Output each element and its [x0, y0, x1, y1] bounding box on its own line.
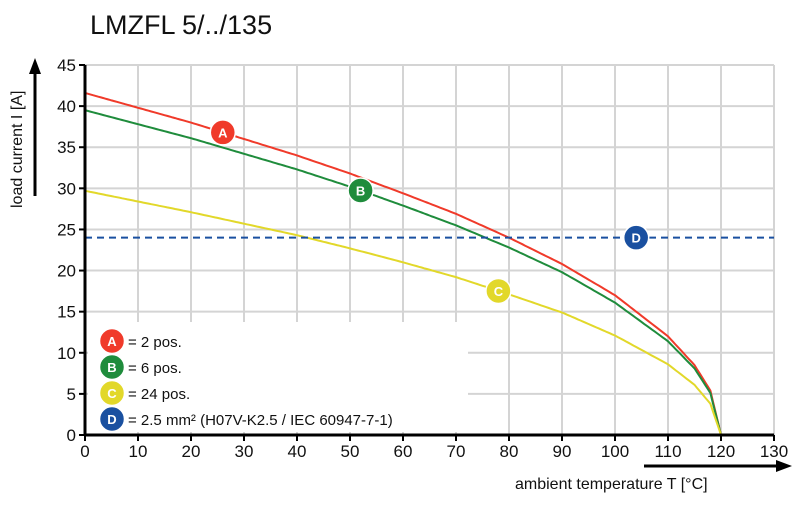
- x-tick-label: 70: [447, 442, 466, 461]
- series-marker-B-letter: B: [356, 183, 365, 198]
- legend-marker-A: [98, 327, 126, 355]
- y-tick-label: 5: [67, 385, 76, 404]
- x-axis-label-group: ambient temperature T [°C]: [515, 460, 792, 493]
- x-tick-label: 10: [129, 442, 148, 461]
- series-marker-D-letter: D: [632, 231, 641, 246]
- x-tick-label: 110: [654, 442, 681, 461]
- x-tick-label: 20: [182, 442, 201, 461]
- legend-label-B: = 6 pos.: [128, 360, 182, 377]
- legend-label-C: = 24 pos.: [128, 386, 190, 403]
- chart-title: LMZFL 5/../135: [90, 10, 272, 40]
- x-tick-label: 30: [235, 442, 254, 461]
- legend-marker-C-letter: C: [107, 386, 117, 401]
- x-axis-label: ambient temperature T [°C]: [515, 476, 708, 493]
- legend-label-A: = 2 pos.: [128, 334, 182, 351]
- x-tick-label: 80: [500, 442, 519, 461]
- x-tick-label: 50: [341, 442, 360, 461]
- y-tick-label: 15: [57, 303, 76, 322]
- x-axis-arrowhead: [776, 460, 792, 472]
- x-tick-label: 120: [707, 442, 735, 461]
- y-tick-label: 20: [57, 262, 76, 281]
- series-marker-C-letter: C: [494, 284, 504, 299]
- legend: A = 2 pos. B = 6 pos. C = 24 pos. D = 2.5 mm² (…: [98, 327, 393, 433]
- y-tick-label: 25: [57, 220, 76, 239]
- series-marker-D: [622, 224, 650, 251]
- x-tick-label: 100: [601, 442, 629, 461]
- legend-marker-C: [98, 379, 126, 407]
- x-tick-label: 90: [553, 442, 572, 461]
- series-marker-A-letter: A: [218, 125, 228, 140]
- legend-background: [88, 322, 468, 432]
- series-line-A: [84, 92, 722, 436]
- y-tick-label: 0: [67, 426, 76, 445]
- legend-marker-A-letter: A: [107, 334, 117, 349]
- series-marker-C: [485, 277, 512, 305]
- series-line-C: [84, 189, 722, 436]
- legend-marker-D-letter: D: [107, 412, 116, 427]
- y-axis-label-group: load current I [A]: [9, 58, 41, 208]
- y-tick-label: 40: [57, 97, 76, 116]
- y-tick-label: 10: [57, 344, 76, 363]
- x-tick-label: 40: [288, 442, 307, 461]
- series-line-B: [84, 109, 722, 436]
- y-tick-label: 45: [57, 56, 76, 75]
- x-tick-label: 60: [394, 442, 413, 461]
- legend-marker-B: [98, 353, 126, 381]
- y-axis-arrowhead: [29, 58, 41, 74]
- axes: 0 10 20 30 40 50 60 70 80 90 100 110 120 130 0 5 10 15 20 2…: [57, 56, 788, 461]
- series-marker-B: [347, 177, 374, 204]
- y-tick-label: 30: [57, 179, 76, 198]
- x-tick-label: 130: [760, 442, 788, 461]
- legend-marker-B-letter: B: [107, 360, 116, 375]
- y-axis-label: load current I [A]: [9, 91, 26, 208]
- legend-marker-D: [98, 405, 126, 433]
- y-tick-label: 35: [57, 138, 76, 157]
- legend-label-D: = 2.5 mm² (H07V-K2.5 / IEC 60947-7-1): [128, 412, 393, 429]
- x-tick-label: 0: [80, 442, 89, 461]
- series-marker-A: [209, 119, 237, 146]
